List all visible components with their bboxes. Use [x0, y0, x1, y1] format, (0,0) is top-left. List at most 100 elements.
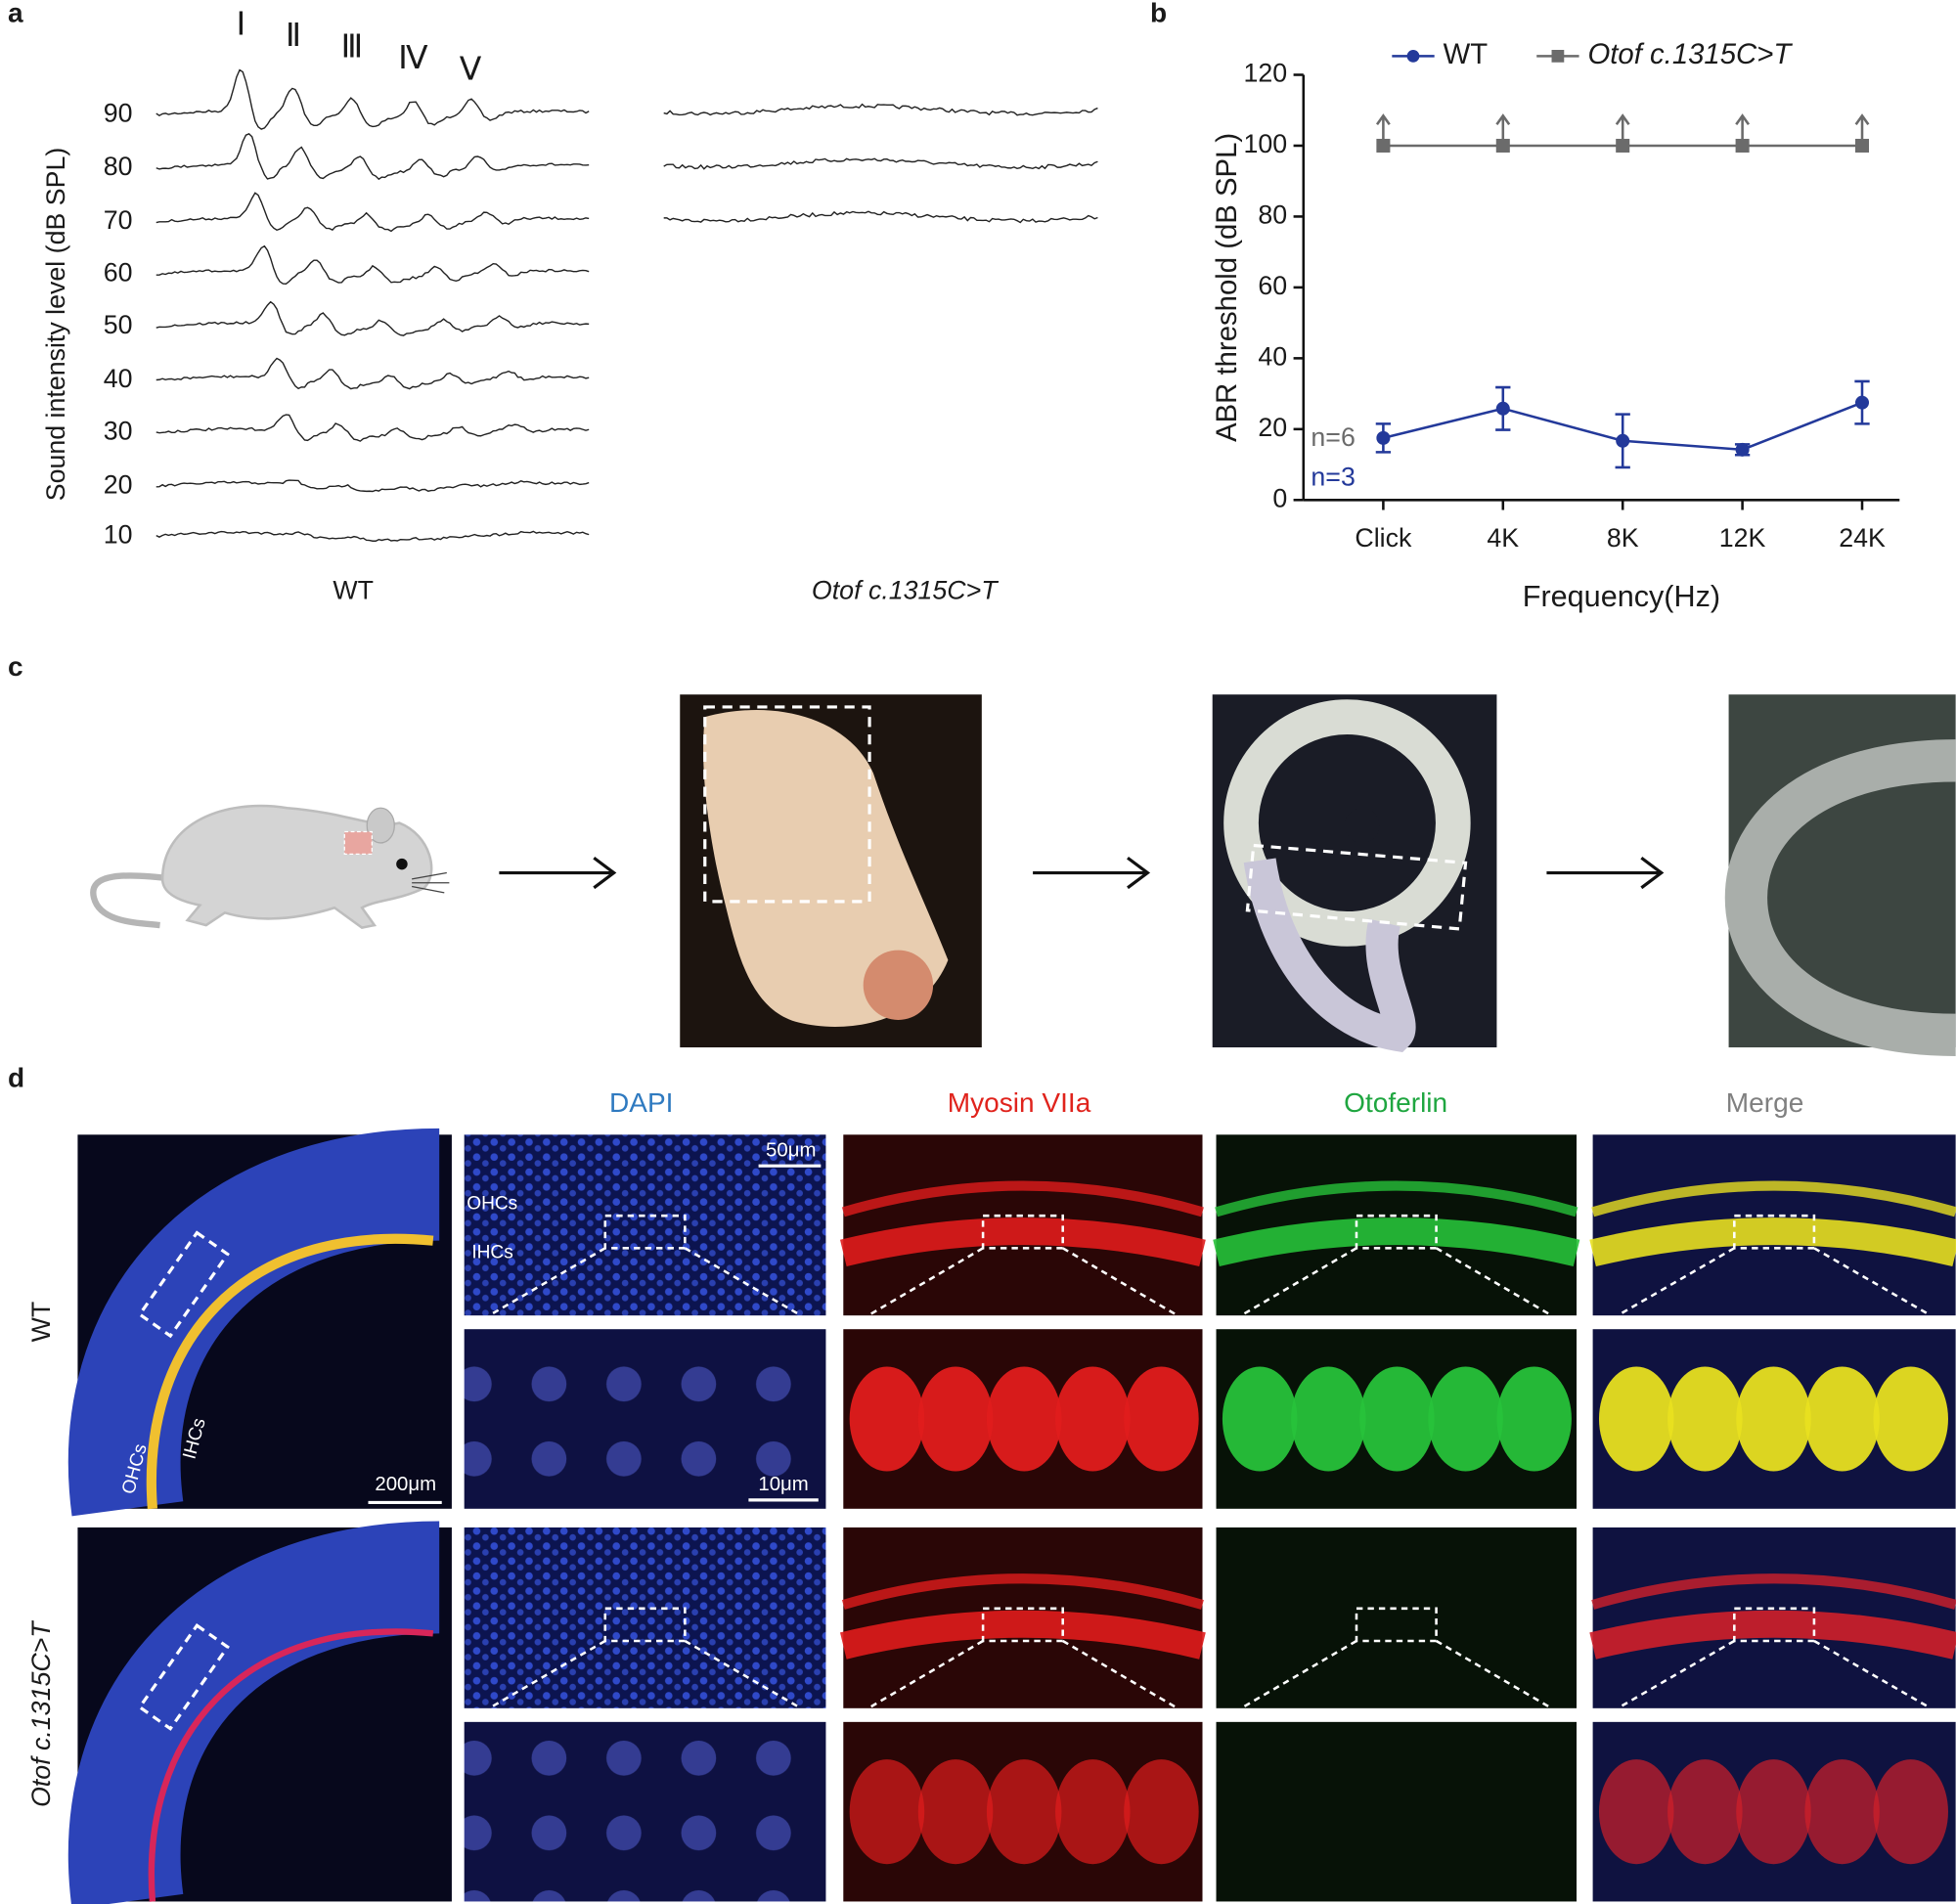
- hair-cell: [986, 1759, 1062, 1865]
- dashed-box: [981, 1214, 1064, 1250]
- x-tick-label: Click: [1355, 523, 1412, 553]
- dashed-box: [1355, 1214, 1438, 1250]
- hair-cell-row: [1591, 1180, 1956, 1218]
- wave-label: Ⅳ: [398, 40, 428, 76]
- legend-label: Otof c.1315C>T: [1587, 38, 1793, 70]
- dashed-box: [981, 1607, 1064, 1643]
- dashed-box: [1733, 1214, 1816, 1250]
- abr-trace: [156, 530, 590, 542]
- panel-label: b: [1150, 0, 1167, 28]
- tissue: [1243, 858, 1416, 1053]
- hair-cell: [1736, 1759, 1811, 1865]
- level-label: 90: [104, 98, 133, 127]
- channel-header: Myosin VIIa: [948, 1087, 1091, 1118]
- hair-cell: [1496, 1366, 1572, 1472]
- marker: [1854, 395, 1870, 410]
- micrograph: [1216, 1721, 1578, 1902]
- hair-cell: [1124, 1366, 1199, 1472]
- hair-cell-row: [841, 1573, 1204, 1610]
- hair-cell: [1667, 1366, 1743, 1472]
- dashed-box: [1733, 1607, 1816, 1643]
- hair-cell: [1804, 1366, 1880, 1472]
- mouse: [90, 804, 450, 929]
- marker: [1376, 430, 1391, 445]
- dashed-box: [137, 1230, 230, 1339]
- level-label: 60: [104, 258, 133, 288]
- arrow: [499, 856, 617, 890]
- image-label: 50μm: [766, 1139, 816, 1161]
- abr-trace: [156, 414, 590, 442]
- x-axis-label: Frequency(Hz): [1523, 580, 1720, 613]
- hair-cell: [849, 1366, 925, 1472]
- hair-cell-row: [1589, 1218, 1956, 1267]
- hair-cell-row: [1589, 1610, 1956, 1660]
- wave-label: Ⅱ: [286, 18, 301, 54]
- y-axis-label: ABR threshold (dB SPL): [1211, 133, 1243, 442]
- image-label: OHCs: [467, 1194, 517, 1215]
- level-label: 40: [104, 364, 133, 393]
- abr-trace: [663, 210, 1098, 224]
- level-label: 20: [104, 469, 133, 499]
- mouse-tail: [90, 872, 176, 929]
- n-label: n=3: [1311, 463, 1355, 492]
- row-label: WT: [26, 1302, 56, 1343]
- hair-cell: [1598, 1759, 1674, 1865]
- level-label: 50: [104, 310, 133, 339]
- tissue: [703, 709, 949, 1027]
- panel-label: d: [8, 1063, 24, 1093]
- channel-header: Otoferlin: [1344, 1087, 1447, 1118]
- level-label: 10: [104, 519, 133, 549]
- micrograph: [464, 1329, 826, 1509]
- level-label: 80: [104, 152, 133, 181]
- y-axis-label: Sound intensity level (dB SPL): [41, 148, 70, 502]
- tissue: [67, 1521, 441, 1904]
- mouse-whiskers: [412, 871, 450, 894]
- hair-cell: [917, 1759, 994, 1865]
- abr-trace: [663, 157, 1098, 170]
- marker: [1616, 433, 1630, 448]
- wave-label: Ⅴ: [460, 52, 482, 88]
- micrograph: [464, 1721, 826, 1902]
- hair-cell: [849, 1759, 925, 1865]
- wave-label: Ⅲ: [340, 29, 363, 66]
- dashed-box: [603, 1214, 687, 1250]
- marker: [1495, 401, 1510, 416]
- arrow: [1546, 856, 1665, 890]
- micrograph: [464, 1134, 826, 1316]
- tissue-hole: [1344, 808, 1380, 843]
- hair-cell-row: [839, 1610, 1206, 1660]
- channel-header: DAPI: [609, 1087, 673, 1118]
- x-tick-label: 12K: [1719, 523, 1766, 553]
- image-label: IHCs: [471, 1242, 512, 1262]
- hair-cell-row: [1591, 1573, 1956, 1610]
- y-tick-label: 60: [1258, 271, 1287, 300]
- image-label: 10μm: [758, 1474, 808, 1495]
- group-label: Otof c.1315C>T: [812, 576, 999, 605]
- abr-trace: [156, 68, 590, 130]
- hair-cell-row: [148, 1628, 434, 1902]
- panel-label: a: [8, 0, 23, 28]
- y-tick-label: 80: [1258, 200, 1287, 230]
- x-tick-label: 4K: [1487, 523, 1519, 553]
- abr-trace: [156, 357, 590, 390]
- dashed-box: [603, 1607, 687, 1643]
- hair-cell: [1598, 1366, 1674, 1472]
- tissue: [863, 950, 934, 1020]
- row-label: Otof c.1315C>T: [26, 1620, 56, 1807]
- mouse-ear: [366, 807, 395, 844]
- abr-trace: [156, 479, 590, 493]
- dashed-box: [137, 1622, 230, 1731]
- y-tick-label: 40: [1258, 341, 1287, 371]
- marker: [1854, 138, 1870, 153]
- hair-cell: [986, 1366, 1062, 1472]
- dashed-box: [703, 705, 871, 904]
- legend-label: WT: [1444, 38, 1489, 70]
- hair-cell: [917, 1366, 994, 1472]
- hair-cell: [1359, 1366, 1435, 1472]
- marker: [1495, 138, 1510, 153]
- panel-label: c: [8, 651, 23, 682]
- level-label: 70: [104, 205, 133, 235]
- wave-label: Ⅰ: [237, 7, 246, 43]
